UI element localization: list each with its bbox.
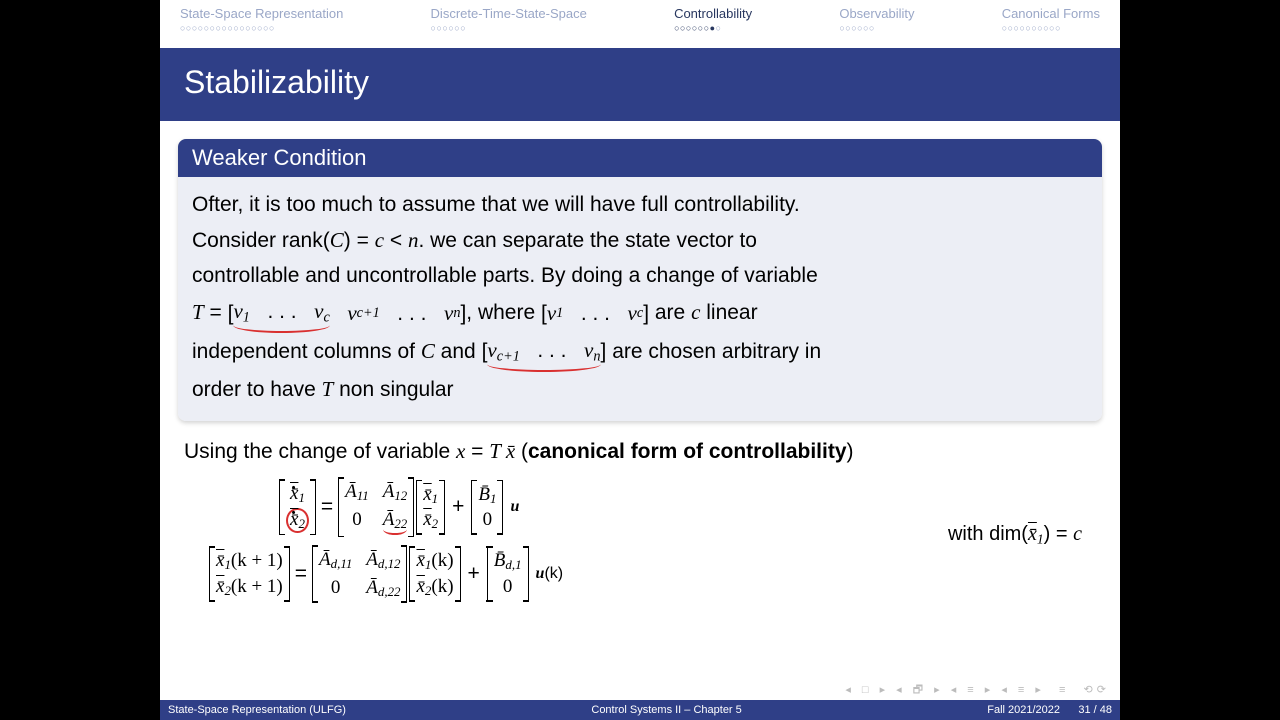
equation-continuous: x̄1 x̄2 = Ā11 Ā12 0 Ā22 x̄1 x̄2 +: [278, 477, 519, 537]
nav-item-canonical[interactable]: Canonical Forms ○○○○○○○○○○: [1002, 6, 1100, 45]
free-text: Using the change of variable x = T x̄ (c…: [178, 435, 1102, 469]
math-script-C: C: [421, 339, 435, 363]
text: =: [465, 440, 489, 463]
math-bracket: [v1 . . . vc]: [541, 296, 649, 332]
bold-text: canonical form of controllability: [528, 440, 847, 463]
slide: State-Space Representation ○○○○○○○○○○○○○…: [160, 0, 1120, 720]
text: Using the change of variable: [184, 440, 456, 463]
math-u: u: [536, 565, 545, 583]
dim-text: with dim(x̄1) = c: [948, 523, 1082, 547]
text: . we can separate the state vector to: [418, 229, 757, 252]
text: =: [204, 301, 228, 324]
nav-dots: ○○○○○○○○○○: [1002, 23, 1100, 33]
text: <: [384, 229, 408, 252]
nav-item-observability[interactable]: Observability ○○○○○○: [839, 6, 914, 45]
footer: State-Space Representation (ULFG) Contro…: [160, 700, 1120, 720]
text: non singular: [333, 378, 453, 401]
text: (: [515, 440, 528, 463]
math-Txbar: T x̄: [489, 439, 515, 463]
math-T: T: [192, 300, 204, 324]
text: are: [649, 301, 691, 324]
beamer-nav-icons[interactable]: ◂ □ ▸ ◂ 🗗 ▸ ◂ ≡ ▸ ◂ ≡ ▸ ≡ ⟲⟳: [845, 681, 1110, 700]
math-u: u: [510, 498, 519, 516]
text: independent columns of: [192, 340, 421, 363]
text: Consider rank(: [192, 229, 330, 252]
nav-item-state-space[interactable]: State-Space Representation ○○○○○○○○○○○○○…: [180, 6, 343, 45]
text: Ofter, it is too much to assume that we …: [192, 193, 800, 216]
text: ) =: [344, 229, 375, 252]
math-script-C: C: [330, 228, 344, 252]
footer-right: Fall 2021/2022 31 / 48: [987, 704, 1112, 716]
equation-discrete: x̄1(k + 1) x̄2(k + 1) = Ād,11 Ād,12 0 Ād…: [208, 545, 563, 602]
text: , where: [466, 301, 541, 324]
text: order to have: [192, 378, 322, 401]
text: are chosen arbitrary in: [606, 340, 821, 363]
block-body: Ofter, it is too much to assume that we …: [178, 177, 1102, 421]
theorem-block: Weaker Condition Ofter, it is too much t…: [178, 139, 1102, 421]
nav-dots: ○○○○○○●○: [674, 23, 752, 33]
math-T: T: [322, 377, 334, 401]
nav-label: Canonical Forms: [1002, 6, 1100, 21]
nav-dots: ○○○○○○: [431, 23, 587, 33]
text: controllable and uncontrollable parts. B…: [192, 264, 818, 287]
math-c: c: [375, 228, 384, 252]
slide-content: Weaker Condition Ofter, it is too much t…: [160, 121, 1120, 720]
nav-label: State-Space Representation: [180, 6, 343, 21]
math-c: c: [691, 300, 700, 324]
math-bracket: [vc+1 . . . vn]: [482, 333, 607, 372]
nav-label: Observability: [839, 6, 914, 21]
nav-item-discrete[interactable]: Discrete-Time-State-Space ○○○○○○: [431, 6, 587, 45]
equations: x̄1 x̄2 = Ā11 Ā12 0 Ā22 x̄1 x̄2 +: [178, 469, 1102, 603]
math-n: n: [408, 228, 419, 252]
footer-left: State-Space Representation (ULFG): [168, 704, 346, 716]
nav-label: Controllability: [674, 6, 752, 21]
math-bracket: [v1 . . . vc vc+1 . . . vn]: [228, 294, 467, 333]
nav-label: Discrete-Time-State-Space: [431, 6, 587, 21]
nav-dots: ○○○○○○: [839, 23, 914, 33]
text: and: [435, 340, 482, 363]
text: linear: [700, 301, 757, 324]
footer-center: Control Systems II – Chapter 5: [591, 704, 741, 716]
slide-title: Stabilizability: [160, 48, 1120, 121]
section-nav: State-Space Representation ○○○○○○○○○○○○○…: [160, 0, 1120, 48]
nav-dots: ○○○○○○○○○○○○○○○○: [180, 23, 343, 33]
text: ): [847, 440, 854, 463]
math-x: x: [456, 439, 465, 463]
nav-item-controllability[interactable]: Controllability ○○○○○○●○: [674, 6, 752, 45]
block-header: Weaker Condition: [178, 139, 1102, 177]
